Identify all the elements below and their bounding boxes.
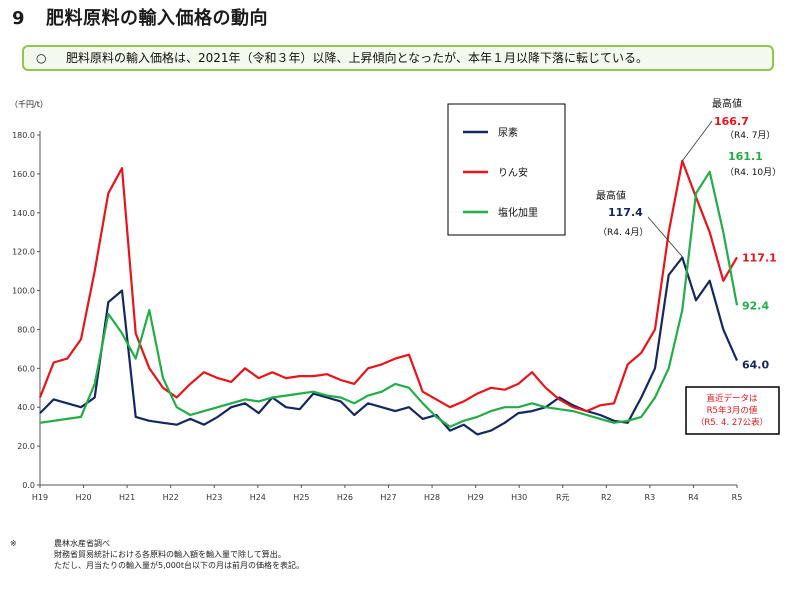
footnote-mark: ※	[10, 539, 17, 548]
legend-label-3: 塩化加里	[498, 206, 538, 219]
x-tick-label: H28	[424, 493, 440, 502]
x-tick-label: H21	[119, 493, 135, 502]
summary-box: ○ 肥料原料の輸入価格は、2021年（令和３年）以降、上昇傾向となったが、本年１月…	[22, 45, 774, 71]
x-tick-label: H25	[293, 493, 309, 502]
annotation-value-urea-end: 64.0	[742, 359, 769, 372]
annotation-value-urea-max: 117.4	[608, 206, 643, 219]
annotation-leader-phos	[682, 120, 713, 162]
latest-note-box	[685, 386, 780, 435]
footnote: ※ 農林水産省調べ 財務省貿易統計における各原料の輸入額を輸入量で除して算出。 た…	[10, 538, 304, 571]
annotation-value-pot-max: 161.1	[728, 150, 763, 163]
y-tick-label: 120.0	[12, 248, 35, 257]
annotation-value-pot-end: 92.4	[742, 299, 769, 312]
y-tick-label: 160.0	[12, 170, 35, 179]
x-tick-label: H19	[32, 493, 48, 502]
y-tick-label: 20.0	[17, 442, 35, 451]
annotation-value-phos-max: 166.7	[714, 115, 749, 128]
y-tick-label: 140.0	[12, 209, 35, 218]
y-tick-label: 80.0	[17, 325, 35, 334]
y-tick-label: 180.0	[12, 131, 35, 140]
annotation-leader-urea	[647, 216, 683, 257]
summary-bullet: ○	[36, 51, 47, 65]
footnote-line-3: ただし、月当たりの輸入量が5,000t台以下の月は前月の価格を表記。	[54, 561, 305, 570]
latest-note-line-2: R5年3月の値	[707, 405, 758, 416]
annotation-value-phos-end: 117.1	[742, 251, 777, 264]
x-tick-label: H30	[511, 493, 527, 502]
x-tick-label: H22	[163, 493, 179, 502]
x-tick-label: H27	[380, 493, 396, 502]
annotation-max-label-phos: 最高値	[712, 97, 742, 110]
page-title: 9 肥料原料の輸入価格の動向	[12, 4, 268, 30]
annotation-date-urea-max: （R4. 4月）	[598, 227, 648, 238]
section-number: 9	[12, 8, 26, 29]
summary-text: 肥料原料の輸入価格は、2021年（令和３年）以降、上昇傾向となったが、本年１月以…	[66, 51, 648, 65]
x-tick-label: R3	[645, 493, 656, 502]
x-tick-label: H20	[75, 493, 91, 502]
y-tick-label: 60.0	[17, 364, 35, 373]
x-tick-label: H23	[206, 493, 222, 502]
footnote-line-1: 農林水産省調べ	[54, 539, 110, 548]
footnote-line-2: 財務省貿易統計における各原料の輸入額を輸入量で除して算出。	[54, 550, 286, 559]
series-line-1	[39, 256, 739, 436]
title-text: 肥料原料の輸入価格の動向	[46, 8, 268, 29]
legend-label-1: 尿素	[498, 126, 518, 139]
x-tick-label: H29	[468, 493, 484, 502]
y-axis-unit: （千円/t）	[10, 99, 48, 109]
x-tick-label: R元	[556, 493, 570, 502]
annotation-date-pot-max: （R4. 10月）	[725, 167, 781, 178]
legend-label-2: りん安	[498, 166, 528, 179]
x-tick-label: R2	[601, 493, 612, 502]
series-line-3	[39, 170, 739, 428]
y-tick-label: 40.0	[17, 403, 35, 412]
latest-note-line-3: （R5. 4. 27公表）	[696, 417, 768, 428]
series-line-2	[38, 159, 738, 413]
x-tick-label: R4	[688, 493, 699, 502]
price-chart: （千円/t） 0.0 20.0 40.0 60.0 80.0 100.0 120.0 140.0…	[10, 97, 781, 502]
y-tick-label: 100.0	[12, 287, 35, 296]
x-tick-label: H24	[250, 493, 266, 502]
y-tick-label: 0.0	[22, 481, 35, 490]
latest-note-line-1: 直近データは	[706, 393, 758, 404]
x-tick-label: H26	[337, 493, 353, 502]
annotation-max-label-urea: 最高値	[596, 189, 626, 202]
x-tick-label: R5	[732, 493, 743, 502]
annotation-date-phos-max: （R4. 7月）	[725, 130, 775, 141]
